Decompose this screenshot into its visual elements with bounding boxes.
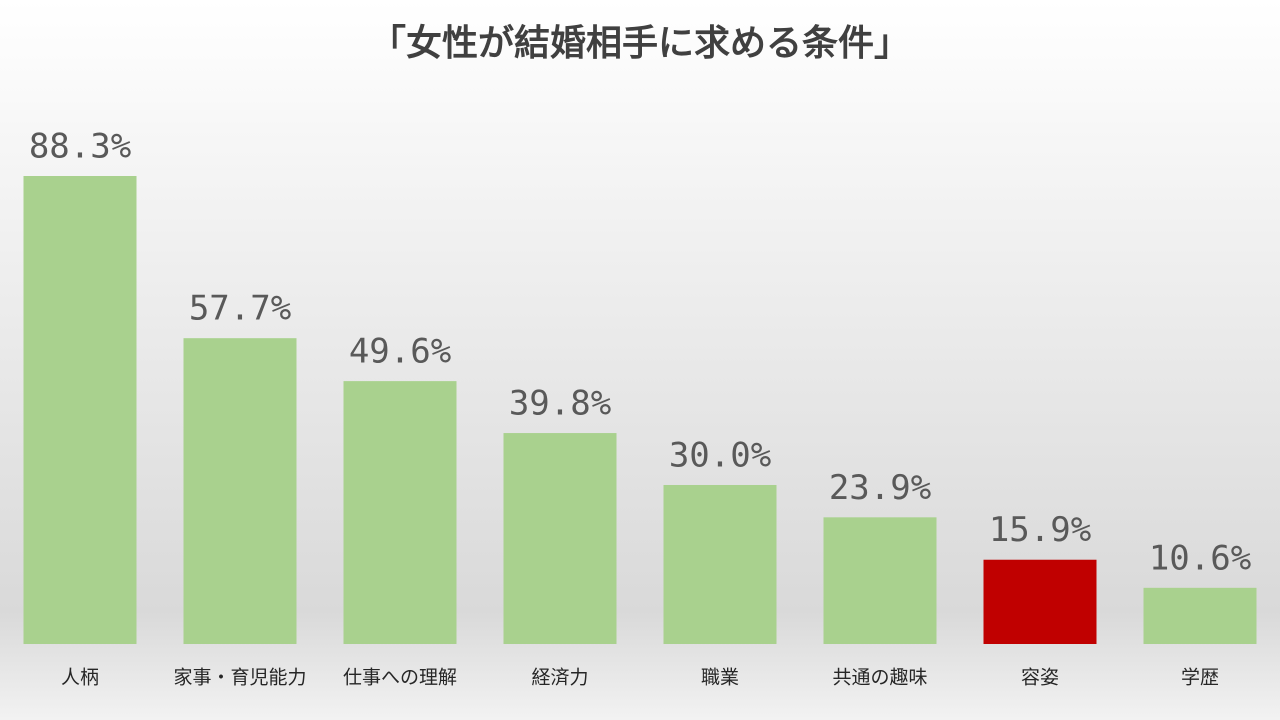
value-label: 15.9% (989, 510, 1091, 550)
bar (343, 381, 457, 644)
value-label: 88.3% (29, 127, 131, 167)
value-label: 39.8% (509, 384, 611, 424)
bar (503, 433, 617, 644)
chart-title: 「女性が結婚相手に求める条件」 (370, 23, 910, 64)
bar (663, 484, 777, 644)
bar (183, 338, 297, 644)
bar (983, 559, 1097, 644)
value-label: 49.6% (349, 332, 451, 372)
value-label: 30.0% (669, 435, 771, 475)
bar (1143, 587, 1257, 644)
bar (823, 517, 937, 644)
x-tick-label: 共通の趣味 (832, 667, 927, 689)
x-tick-label: 人柄 (61, 667, 99, 689)
x-tick-label: 学歴 (1181, 667, 1219, 689)
x-tick-label: 職業 (701, 667, 739, 689)
x-tick-label: 経済力 (531, 667, 588, 689)
value-label: 10.6% (1149, 538, 1251, 578)
value-label: 23.9% (829, 468, 931, 508)
value-label: 57.7% (189, 289, 291, 329)
x-tick-label: 仕事への理解 (343, 667, 457, 689)
bar (23, 176, 137, 644)
x-tick-label: 家事・育児能力 (173, 667, 306, 689)
x-tick-label: 容姿 (1021, 667, 1059, 689)
